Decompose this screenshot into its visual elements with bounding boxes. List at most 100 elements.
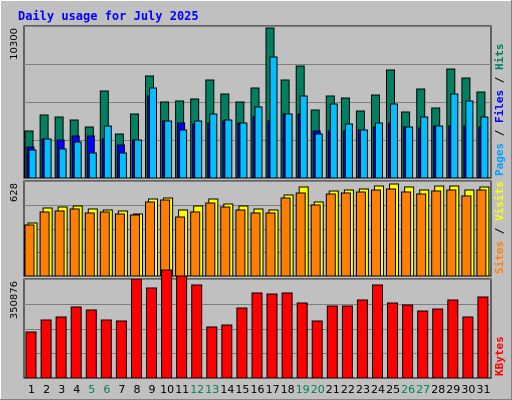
bar-sites-day-28 [431, 190, 442, 277]
bar-sites-day-31 [476, 189, 487, 277]
x-tick-label-day-3: 3 [58, 383, 65, 396]
bar-sites-day-5 [84, 212, 95, 277]
bar-sites-day-20 [310, 204, 321, 277]
bar-sites-day-10 [160, 199, 171, 277]
x-tick-label-day-22: 22 [341, 383, 355, 396]
bar-kbytes-day-25 [387, 302, 398, 379]
bar-pages-day-5 [88, 152, 97, 179]
bar-sites-day-22 [340, 192, 351, 277]
bar-kbytes-day-10 [161, 269, 173, 379]
x-tick-label-day-10: 10 [160, 383, 174, 396]
chart-panels: 10300 Pages / Files / Hits 628 Sites / Visi… [9, 25, 506, 379]
bar-sites-day-19 [295, 192, 306, 277]
bar-kbytes-day-11 [176, 275, 188, 379]
x-tick-label-day-11: 11 [175, 383, 189, 396]
bar-sites-day-16 [250, 212, 261, 277]
bar-kbytes-day-17 [266, 293, 278, 379]
bar-sites-day-12 [190, 211, 201, 277]
x-tick-label-day-7: 7 [118, 383, 125, 396]
x-tick-label-day-4: 4 [73, 383, 80, 396]
x-tick-label-day-12: 12 [190, 383, 204, 396]
x-axis-day-labels: 1 2 3 4 5 6 7 8 9 10 11 12 13 14 15 16 17 18 19 20 21 22 23 24 2… [28, 383, 491, 396]
legend-part-separator: / [493, 221, 506, 241]
x-tick-label-day-2: 2 [43, 383, 50, 396]
bar-pages-day-23 [359, 129, 368, 179]
x-tick-label-day-14: 14 [220, 383, 234, 396]
bar-pages-day-14 [224, 119, 233, 179]
chart-title: Daily usage for July 2025 [18, 9, 199, 23]
x-tick-label-day-27: 27 [416, 383, 430, 396]
y-tick-max-label: 10300 [9, 28, 20, 60]
bar-kbytes-day-12 [191, 284, 203, 379]
y-tick-max-label: 350876 [9, 281, 20, 319]
bar-pages-day-3 [58, 148, 67, 179]
bar-pages-day-10 [164, 120, 173, 179]
bar-kbytes-day-16 [251, 292, 263, 379]
x-tick-label-day-5: 5 [88, 383, 95, 396]
x-tick-label-day-16: 16 [251, 383, 265, 396]
bar-pages-day-11 [179, 129, 188, 179]
bar-kbytes-day-9 [146, 287, 157, 379]
legend-part-separator: / [493, 70, 506, 90]
bar-sites-day-11 [175, 216, 186, 277]
bar-sites-day-9 [145, 201, 155, 277]
bar-pages-day-15 [239, 122, 248, 179]
x-tick-label-day-19: 19 [296, 383, 310, 396]
bar-sites-day-17 [265, 212, 276, 277]
x-tick-label-day-18: 18 [281, 383, 295, 396]
legend-part-files: Files [493, 90, 506, 123]
y-tick-max-label: 628 [9, 183, 20, 202]
bar-pages-day-21 [329, 103, 338, 179]
bar-sites-day-6 [99, 211, 110, 277]
bar-sites-day-23 [355, 191, 366, 277]
x-tick-label-day-1: 1 [28, 383, 35, 396]
bar-kbytes-day-15 [236, 307, 248, 379]
panel-legend-label: KBytes [493, 336, 506, 376]
bar-pages-day-12 [194, 120, 203, 179]
bar-kbytes-day-31 [477, 296, 489, 379]
x-tick-label-day-29: 29 [446, 383, 460, 396]
x-tick-label-day-25: 25 [386, 383, 400, 396]
bar-kbytes-day-20 [311, 320, 323, 379]
legend-part-kbytes: KBytes [493, 336, 506, 376]
bar-pages-day-20 [314, 133, 323, 179]
bar-kbytes-day-18 [281, 292, 293, 379]
bar-pages-day-2 [43, 138, 52, 179]
x-tick-label-day-20: 20 [311, 383, 325, 396]
bar-pages-day-4 [73, 141, 82, 179]
legend-part-separator: / [493, 123, 506, 143]
bar-kbytes-day-27 [417, 310, 429, 379]
panel-legend-label: Pages / Files / Hits [493, 44, 506, 177]
bar-kbytes-day-14 [221, 324, 233, 379]
x-tick-label-day-23: 23 [356, 383, 370, 396]
bar-sites-day-14 [220, 206, 231, 277]
bar-sites-day-13 [205, 202, 216, 277]
bar-sites-day-29 [446, 189, 457, 277]
bar-sites-day-26 [401, 191, 412, 277]
bar-kbytes-day-29 [447, 299, 459, 379]
bar-pages-day-24 [375, 122, 383, 179]
panel-hits_files_pages: 10300 Pages / Files / Hits [9, 25, 506, 179]
legend-part-pages: Pages [493, 143, 506, 176]
x-tick-label-day-17: 17 [266, 383, 280, 396]
bar-sites-day-3 [54, 210, 65, 277]
bar-sites-day-25 [386, 188, 396, 277]
bar-sites-day-2 [39, 211, 50, 277]
x-tick-label-day-6: 6 [103, 383, 110, 396]
bar-pages-day-18 [284, 113, 293, 179]
bar-sites-day-21 [325, 193, 336, 277]
bar-kbytes-day-22 [341, 305, 353, 379]
bar-pages-day-26 [405, 126, 414, 179]
bar-pages-day-8 [134, 139, 142, 179]
bar-kbytes-day-30 [462, 316, 474, 379]
bar-pages-day-6 [103, 125, 112, 179]
bar-kbytes-day-6 [100, 319, 112, 379]
bar-kbytes-day-1 [25, 331, 37, 379]
bar-sites-day-24 [371, 189, 381, 277]
panel-visits_sites: 628 Sites / Visits [9, 180, 506, 277]
x-tick-label-day-24: 24 [371, 383, 385, 396]
x-tick-label-day-30: 30 [461, 383, 475, 396]
x-tick-label-day-26: 26 [401, 383, 415, 396]
bar-pages-day-17 [269, 56, 278, 179]
bar-pages-day-19 [299, 95, 308, 179]
